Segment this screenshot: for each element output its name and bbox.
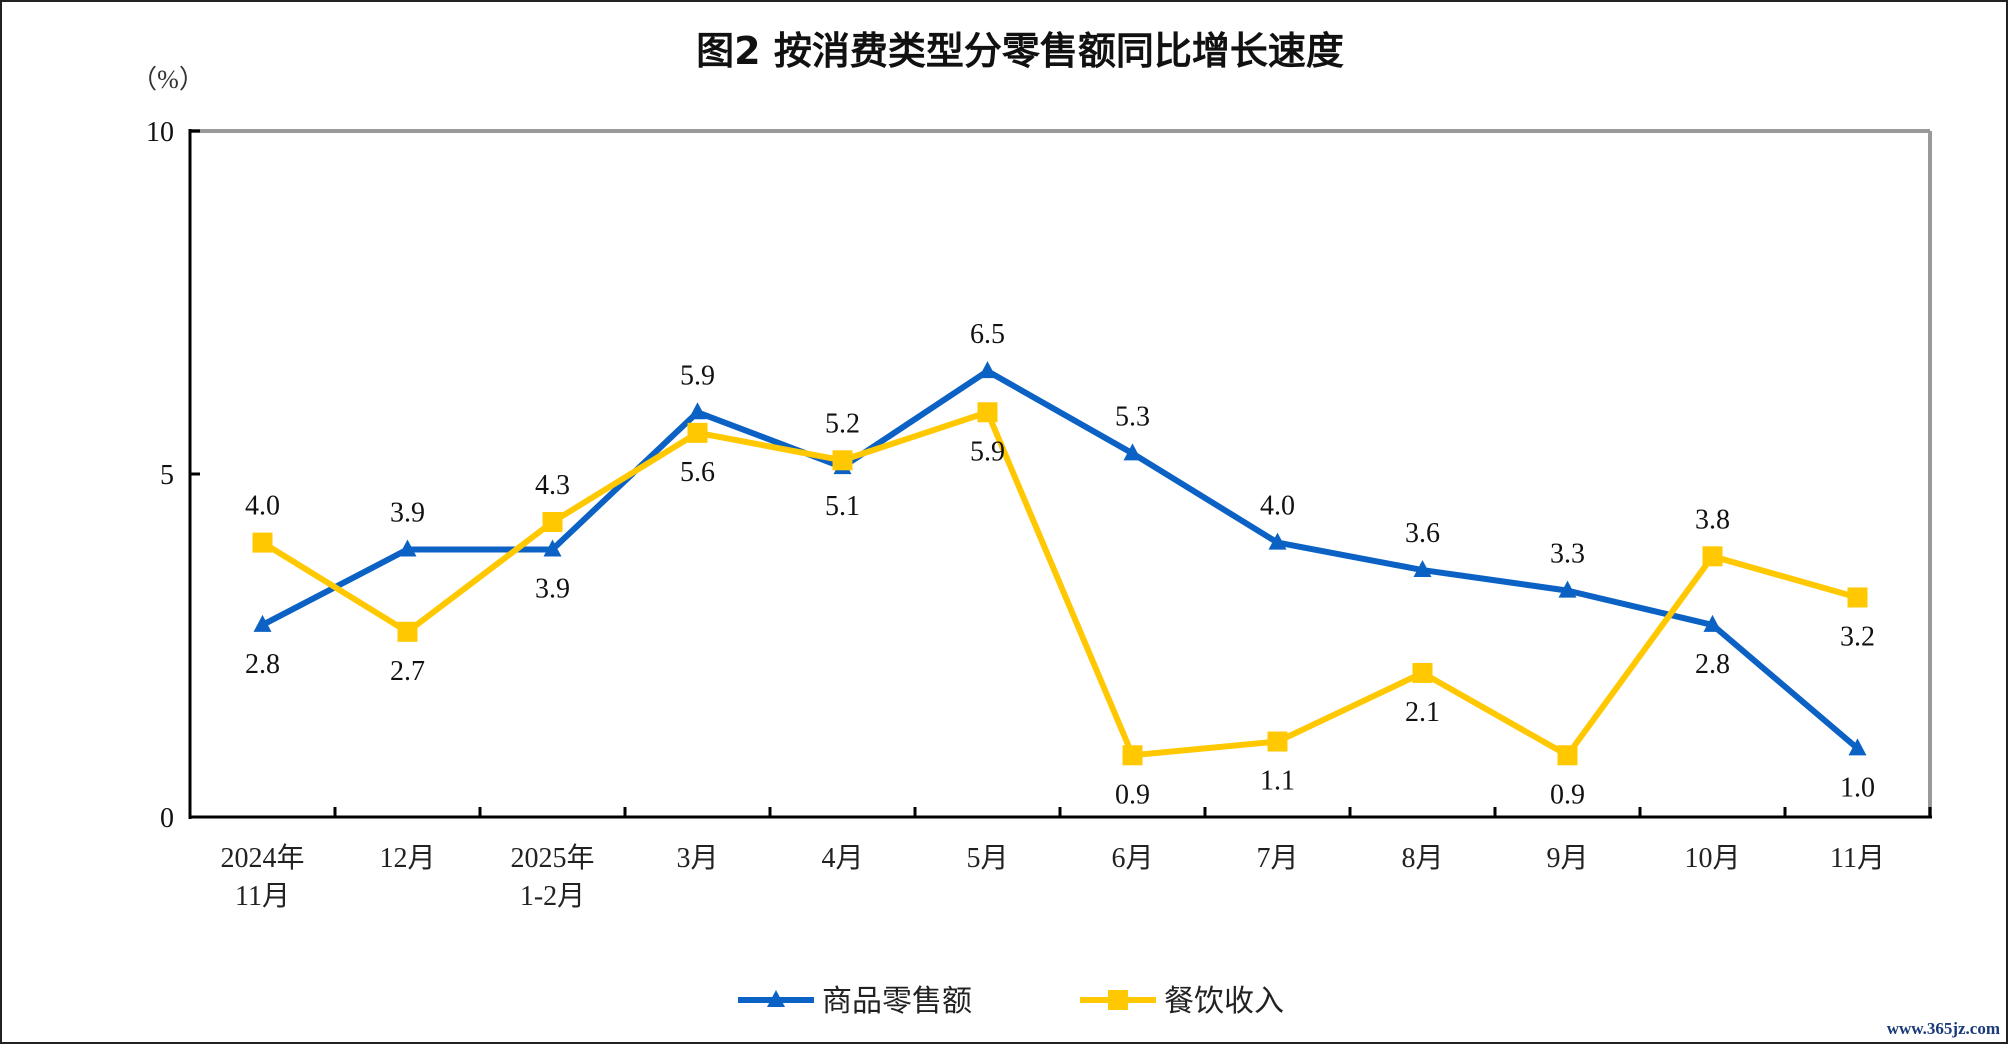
x-tick-label: 2024年 [220, 842, 304, 874]
data-label: 3.6 [1405, 518, 1440, 549]
data-point-marker [1123, 443, 1142, 461]
data-label: 6.5 [970, 319, 1005, 350]
data-label: 5.9 [970, 436, 1005, 467]
data-point-marker [1412, 662, 1433, 683]
data-point-marker [688, 402, 707, 420]
data-label: 5.1 [825, 491, 860, 522]
data-point-marker [978, 361, 997, 379]
x-tick-label: 9月 [1546, 843, 1588, 874]
data-point-marker [977, 402, 998, 423]
x-tick-label: 6月 [1111, 843, 1153, 874]
data-point-marker [1557, 745, 1578, 766]
legend-label: 商品零售额 [822, 984, 972, 1019]
data-point-marker [1268, 532, 1287, 550]
data-point-marker [687, 422, 708, 443]
chart-title: 图2 按消费类型分零售额同比增长速度 [696, 29, 1344, 73]
data-label: 1.1 [1260, 766, 1295, 797]
data-point-marker [1703, 614, 1722, 632]
data-label: 5.3 [1115, 401, 1150, 432]
data-label: 1.0 [1840, 772, 1875, 803]
y-tick-label: 0 [160, 803, 174, 834]
data-point-marker [1847, 587, 1868, 608]
data-label: 3.9 [535, 573, 570, 604]
data-label: 4.3 [535, 470, 570, 501]
legend-marker [767, 990, 785, 1007]
x-tick-label: 10月 [1684, 843, 1740, 874]
y-axis-unit-label: （%） [131, 65, 205, 94]
legend-marker [1108, 990, 1128, 1010]
series-line-1 [260, 409, 1859, 759]
data-label: 4.0 [1260, 491, 1295, 522]
data-label: 0.9 [1115, 779, 1150, 810]
data-point-marker [397, 621, 418, 642]
data-point-marker [1848, 738, 1867, 756]
y-tick-label: 10 [146, 117, 174, 148]
data-label: 3.9 [390, 497, 425, 528]
data-point-marker [1558, 580, 1577, 598]
data-label: 3.8 [1695, 504, 1730, 535]
x-tick-label: 11月 [1830, 843, 1885, 874]
data-point-marker [542, 512, 563, 533]
data-label: 5.9 [680, 360, 715, 391]
x-tick-label: 11月 [235, 881, 290, 912]
data-label: 5.2 [825, 408, 860, 439]
data-point-marker [398, 539, 417, 557]
data-label: 4.0 [245, 491, 280, 522]
x-tick-label: 4月 [821, 843, 863, 874]
x-tick-label: 3月 [676, 843, 718, 874]
data-label: 3.2 [1840, 621, 1875, 652]
data-point-marker [253, 614, 272, 632]
data-label: 2.1 [1405, 697, 1440, 728]
x-tick-label: 2025年 [510, 842, 594, 874]
data-point-marker [1267, 731, 1288, 752]
data-label: 5.6 [680, 457, 715, 488]
data-point-marker [252, 532, 273, 553]
watermark: www.365jz.com [1887, 1019, 2000, 1038]
data-label: 2.8 [245, 649, 280, 680]
data-point-marker [1413, 560, 1432, 578]
data-point-marker [1122, 745, 1143, 766]
x-tick-label: 12月 [379, 843, 435, 874]
legend-label: 餐饮收入 [1164, 984, 1284, 1019]
series-line-0 [261, 368, 1860, 751]
x-tick-label: 5月 [966, 843, 1008, 874]
data-label: 0.9 [1550, 779, 1585, 810]
x-tick-label: 8月 [1401, 843, 1443, 874]
x-tick-label: 1-2月 [520, 881, 585, 912]
data-label: 2.7 [390, 656, 425, 687]
data-label: 3.3 [1550, 539, 1585, 570]
data-point-marker [543, 539, 562, 557]
x-tick-label: 7月 [1256, 843, 1298, 874]
data-point-marker [1702, 546, 1723, 567]
y-tick-label: 5 [160, 460, 174, 491]
data-label: 2.8 [1695, 649, 1730, 680]
data-point-marker [832, 450, 853, 471]
